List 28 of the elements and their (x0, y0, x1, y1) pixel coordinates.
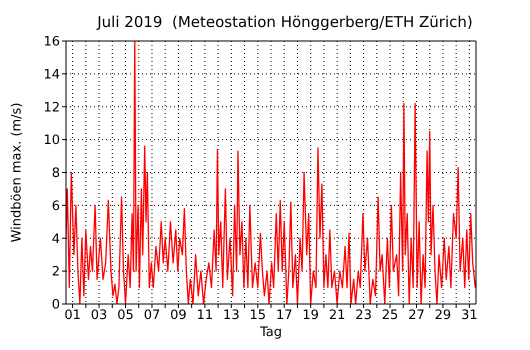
x-tick-label: 29 (434, 308, 452, 324)
x-tick-label: 11 (196, 308, 214, 324)
y-tick-label: 0 (52, 298, 60, 313)
x-axis-title: Tag (258, 325, 282, 340)
chart-title: Juli 2019 (Meteostation Hönggerberg/ETH Zürich) (96, 12, 474, 33)
y-axis-title: Windböen max. (m/s) (10, 102, 25, 242)
y-tick-label: 4 (52, 232, 60, 247)
x-tick-label: 15 (250, 308, 266, 324)
x-tick-label: 05 (117, 308, 134, 324)
x-tick-label: 13 (223, 308, 240, 324)
x-tick-label: 27 (408, 308, 425, 324)
x-tick-label: 25 (382, 308, 398, 324)
y-tick-label: 12 (43, 100, 60, 116)
y-tick-label: 2 (52, 264, 60, 280)
x-tick-label: 01 (64, 308, 81, 324)
x-tick-label: 21 (328, 308, 346, 324)
x-tick-label: 23 (355, 308, 372, 324)
y-tick-label: 16 (43, 34, 60, 50)
x-tick-label: 07 (144, 308, 160, 324)
y-tick-label: 6 (52, 198, 60, 214)
x-tick-label: 31 (461, 308, 478, 324)
x-tick-label: 09 (170, 308, 187, 324)
x-tick-label: 03 (90, 308, 108, 324)
y-tick-label: 8 (52, 166, 60, 182)
x-tick-label: 19 (302, 308, 319, 324)
x-tick-label: 17 (276, 308, 292, 324)
y-tick-label: 14 (43, 67, 60, 82)
y-tick-label: 10 (43, 133, 60, 148)
